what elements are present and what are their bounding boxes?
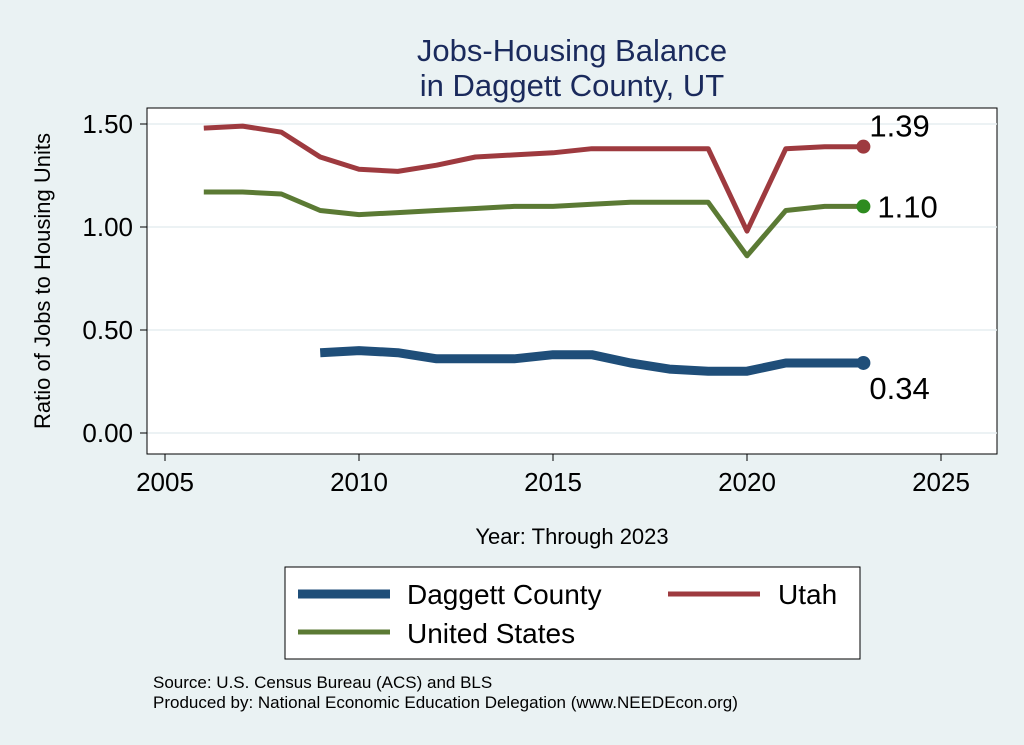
x-tick-label-2005: 2005 [136, 467, 194, 497]
series-end-label-united-states: 1.10 [877, 189, 937, 224]
series-end-marker-united-states [856, 199, 871, 214]
source-note: Source: U.S. Census Bureau (ACS) and BLS [153, 673, 492, 692]
legend-label-daggett-county: Daggett County [407, 579, 602, 610]
chart-title-line-2: in Daggett County, UT [420, 68, 724, 103]
y-tick-label-1-00: 1.00 [82, 212, 133, 242]
legend: Daggett County Utah United States [284, 566, 861, 660]
series-line-united-states [203, 189, 864, 259]
legend-label-utah: Utah [778, 579, 837, 610]
series-layer: 0.34 1.39 1.10 [203, 109, 938, 406]
x-axis: 2005 2010 2015 2020 2025 [136, 453, 997, 497]
producer-note: Produced by: National Economic Education… [153, 693, 738, 712]
y-tick-label-0-00: 0.00 [82, 418, 133, 448]
series-end-label-utah: 1.39 [869, 109, 929, 144]
y-tick-label-1-50: 1.50 [82, 109, 133, 139]
y-axis-title: Ratio of Jobs to Housing Units [30, 133, 55, 429]
chart-title-line-1: Jobs-Housing Balance [417, 33, 727, 68]
series-line-daggett-county [319, 346, 864, 376]
legend-box [284, 566, 861, 660]
series-end-marker-daggett-county [856, 355, 871, 370]
y-axis: 0.00 0.50 1.00 1.50 [82, 108, 148, 454]
x-tick-label-2025: 2025 [912, 467, 970, 497]
legend-label-united-states: United States [407, 618, 575, 649]
grid-lines [147, 123, 997, 434]
y-tick-label-0-50: 0.50 [82, 315, 133, 345]
series-line-utah [203, 123, 864, 234]
plot-area [146, 107, 998, 455]
x-tick-label-2015: 2015 [524, 467, 582, 497]
x-tick-label-2010: 2010 [330, 467, 388, 497]
x-tick-label-2020: 2020 [718, 467, 776, 497]
x-axis-title: Year: Through 2023 [475, 524, 668, 549]
series-end-label-daggett-county: 0.34 [869, 371, 929, 406]
series-end-marker-utah [856, 139, 871, 154]
